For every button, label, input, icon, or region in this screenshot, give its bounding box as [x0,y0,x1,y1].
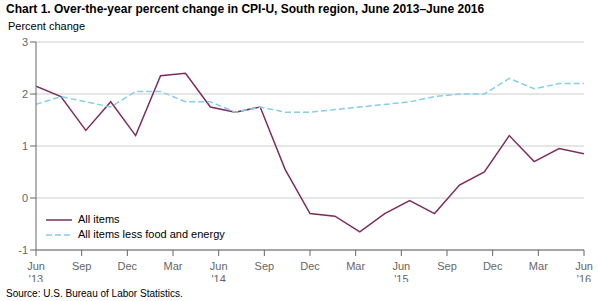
svg-text:3: 3 [22,36,28,48]
svg-text:Sep: Sep [72,260,92,272]
svg-text:Jun: Jun [210,260,228,272]
svg-text:Mar: Mar [346,260,365,272]
svg-text:2: 2 [22,88,28,100]
html-text:All items: All items [78,213,120,225]
svg-text:'16: '16 [577,273,590,282]
svg-text:Jun: Jun [575,260,590,272]
svg-text:Sep: Sep [437,260,457,272]
svg-text:Dec: Dec [483,260,503,272]
svg-text:Sep: Sep [255,260,275,272]
svg-text:'15: '15 [394,273,408,282]
svg-text:'13: '13 [29,273,43,282]
html-text:Percent change: Percent change [8,20,86,32]
svg-text:0: 0 [22,192,28,204]
svg-text:Jun: Jun [392,260,410,272]
svg-text:-1: -1 [18,244,28,256]
svg-text:Dec: Dec [300,260,320,272]
svg-text:1: 1 [22,140,28,152]
svg-text:Mar: Mar [529,260,548,272]
html-text:All items less food and energy: All items less food and energy [78,228,225,240]
html-text:Source: U.S. Bureau of Labor S: Source: U.S. Bureau of Labor Statistics. [6,288,183,299]
svg-text:Dec: Dec [118,260,138,272]
html-text:Chart 1. Over-the-year percent: Chart 1. Over-the-year percent change in… [6,2,485,16]
svg-text:Mar: Mar [164,260,183,272]
svg-text:'14: '14 [211,273,225,282]
svg-text:Jun: Jun [27,260,45,272]
